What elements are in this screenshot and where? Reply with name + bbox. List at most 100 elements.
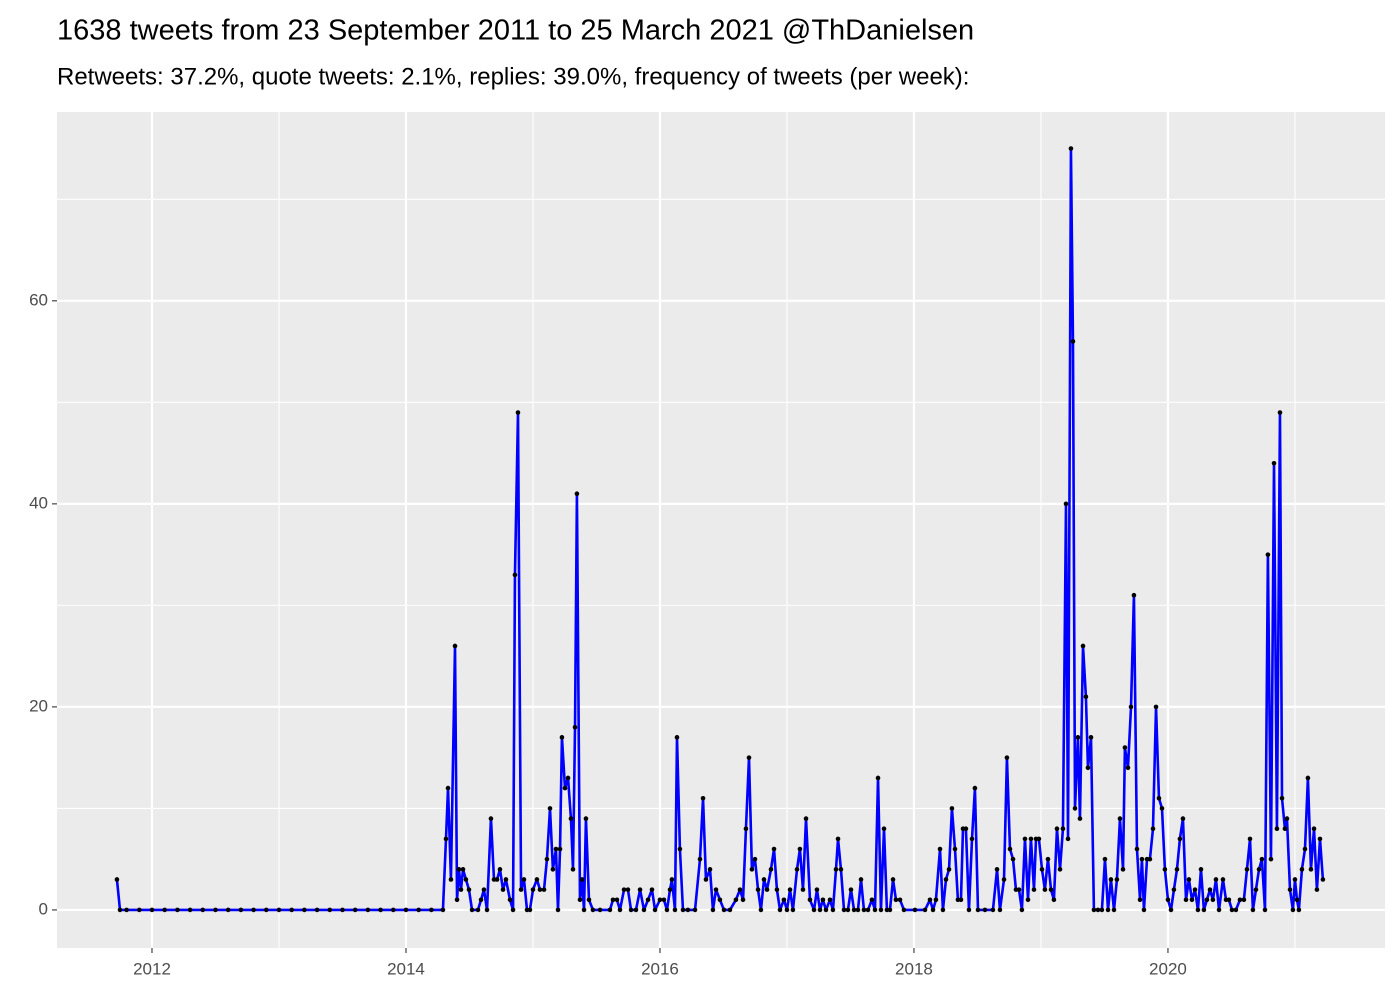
point <box>1271 460 1277 466</box>
point <box>340 907 345 913</box>
point <box>500 887 506 892</box>
point <box>1294 897 1300 903</box>
point <box>669 877 675 882</box>
point <box>794 867 800 872</box>
point <box>897 897 903 903</box>
point <box>1302 846 1308 852</box>
point <box>674 735 680 740</box>
point <box>597 907 603 913</box>
point <box>700 795 706 801</box>
point <box>251 907 256 913</box>
point <box>1039 867 1045 872</box>
point <box>547 806 553 811</box>
point <box>887 907 893 913</box>
point <box>1213 877 1219 882</box>
point <box>641 907 647 913</box>
point <box>1308 867 1314 872</box>
point <box>559 735 565 740</box>
point <box>1201 907 1207 913</box>
point <box>458 887 464 892</box>
point <box>456 867 462 872</box>
point <box>1125 765 1131 771</box>
point <box>975 907 981 913</box>
point <box>225 907 231 913</box>
point <box>1253 887 1259 892</box>
point <box>628 907 634 913</box>
x-tick-label: 2014 <box>387 959 425 978</box>
point <box>1279 795 1285 801</box>
point <box>657 897 663 903</box>
point <box>497 867 503 872</box>
point <box>610 897 616 903</box>
point <box>1156 795 1162 801</box>
point <box>1256 867 1262 872</box>
point <box>448 877 454 882</box>
point <box>1048 887 1054 892</box>
point <box>811 907 817 913</box>
point <box>797 846 803 852</box>
point <box>510 907 516 913</box>
point <box>213 907 218 913</box>
point <box>263 907 269 913</box>
point <box>1057 867 1063 872</box>
point <box>607 907 613 913</box>
point <box>790 907 796 913</box>
point <box>1174 867 1180 872</box>
point <box>740 897 746 903</box>
point <box>515 410 521 415</box>
point <box>933 897 939 903</box>
point <box>1122 745 1128 750</box>
point <box>149 907 155 913</box>
point <box>1077 816 1083 821</box>
point <box>416 907 421 913</box>
point <box>930 907 936 913</box>
point <box>649 887 655 892</box>
point <box>645 897 651 903</box>
point <box>187 907 193 913</box>
point <box>550 867 556 872</box>
point <box>946 867 952 872</box>
point <box>1247 836 1253 842</box>
point <box>749 867 755 872</box>
point <box>445 785 451 791</box>
point <box>1001 877 1007 882</box>
x-tick-label: 2018 <box>895 959 933 978</box>
point <box>717 897 723 903</box>
point <box>586 897 592 903</box>
point <box>1028 836 1034 842</box>
point <box>1186 877 1192 882</box>
point <box>537 887 543 892</box>
point <box>1114 877 1120 882</box>
point <box>713 887 719 892</box>
point <box>1108 877 1114 882</box>
point <box>440 907 446 913</box>
point <box>541 887 547 892</box>
point <box>1320 877 1326 882</box>
point <box>1099 907 1105 913</box>
point <box>1019 907 1025 913</box>
point <box>378 907 383 913</box>
point <box>777 907 783 913</box>
point <box>1262 907 1268 913</box>
point <box>572 724 578 730</box>
y-tick-label: 40 <box>29 493 48 512</box>
point <box>1265 552 1271 557</box>
point <box>1162 867 1168 872</box>
point <box>1305 775 1311 781</box>
point <box>1105 907 1111 913</box>
point <box>114 877 120 882</box>
point <box>481 887 487 892</box>
point <box>768 867 774 872</box>
point <box>817 907 823 913</box>
point <box>1299 867 1305 872</box>
point <box>553 846 559 852</box>
point <box>507 897 513 903</box>
point <box>787 887 793 892</box>
point <box>803 816 809 821</box>
point <box>1274 826 1280 832</box>
point <box>1010 856 1016 862</box>
point <box>680 907 686 913</box>
point <box>527 907 533 913</box>
point <box>1091 907 1097 913</box>
point <box>1016 887 1022 892</box>
